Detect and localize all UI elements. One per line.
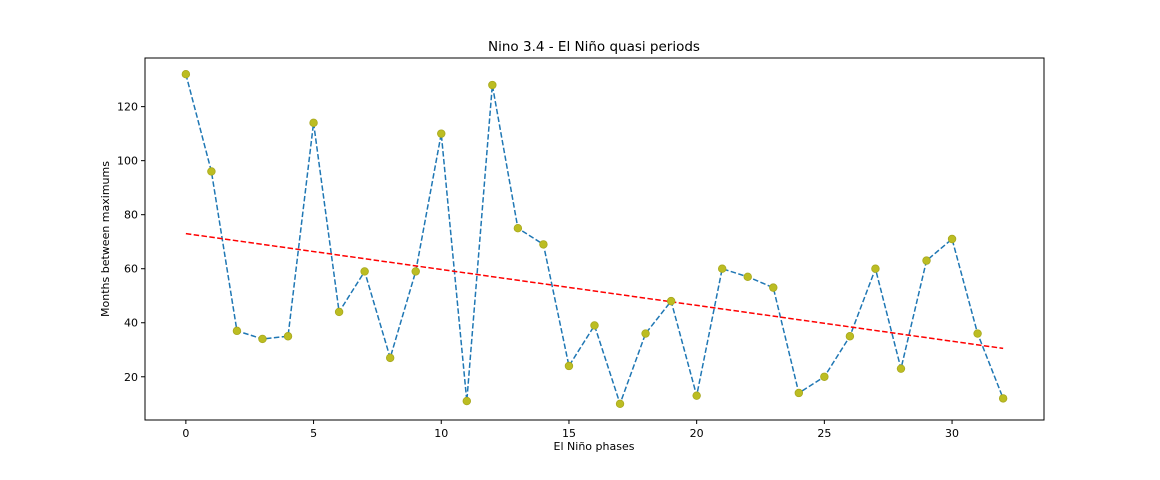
plot-frame <box>144 57 1045 421</box>
data-point <box>717 264 727 273</box>
data-point <box>794 388 804 398</box>
data-point <box>922 256 931 265</box>
data-point <box>539 240 548 249</box>
x-tick-label: 15 <box>562 427 576 440</box>
data-point <box>692 391 701 400</box>
x-tick-label: 10 <box>434 427 448 440</box>
series-line-periods <box>185 74 1004 407</box>
y-axis-ticks: 20 40 60 80 100 120 <box>117 101 145 384</box>
data-point <box>641 329 650 338</box>
data-point <box>488 80 497 90</box>
data-point <box>820 372 829 381</box>
x-tick-label: 5 <box>310 427 317 440</box>
y-tick-label: 40 <box>124 317 138 330</box>
data-point <box>973 329 982 338</box>
data-point <box>385 353 395 363</box>
x-tick-label: 0 <box>182 427 189 440</box>
data-point <box>845 332 855 341</box>
data-point <box>437 129 446 138</box>
y-axis-label: Months between maximums <box>99 161 112 317</box>
y-tick-label: 20 <box>124 371 138 384</box>
data-point <box>360 267 369 276</box>
data-point <box>615 399 625 408</box>
y-tick-label: 60 <box>124 263 138 276</box>
y-tick-label: 100 <box>117 155 138 168</box>
chart-title: Nino 3.4 - El Niño quasi periods <box>488 39 700 55</box>
data-point <box>411 267 420 276</box>
data-point <box>513 223 523 233</box>
data-point <box>871 264 880 273</box>
y-tick-label: 120 <box>117 101 138 114</box>
x-tick-label: 30 <box>945 427 959 440</box>
data-point <box>207 167 216 176</box>
data-point <box>998 394 1008 403</box>
x-axis-label: El Niño phases <box>554 440 635 453</box>
data-point <box>258 334 267 344</box>
x-tick-label: 25 <box>817 427 831 440</box>
x-axis-ticks: 0 5 10 15 20 25 30 <box>182 420 959 440</box>
data-point <box>283 332 293 341</box>
series-layer <box>181 70 1008 408</box>
data-point <box>462 396 472 406</box>
data-point <box>564 361 574 371</box>
data-point <box>666 296 676 306</box>
data-point <box>896 364 906 373</box>
data-point <box>769 283 778 292</box>
data-point <box>309 118 318 128</box>
data-point <box>947 234 957 244</box>
data-point <box>232 326 242 336</box>
trend-line <box>185 232 1004 350</box>
y-tick-label: 80 <box>124 209 138 222</box>
data-point <box>590 321 599 330</box>
x-tick-label: 20 <box>690 427 704 440</box>
data-point <box>181 70 191 79</box>
data-point <box>743 272 752 282</box>
data-point <box>334 307 344 317</box>
